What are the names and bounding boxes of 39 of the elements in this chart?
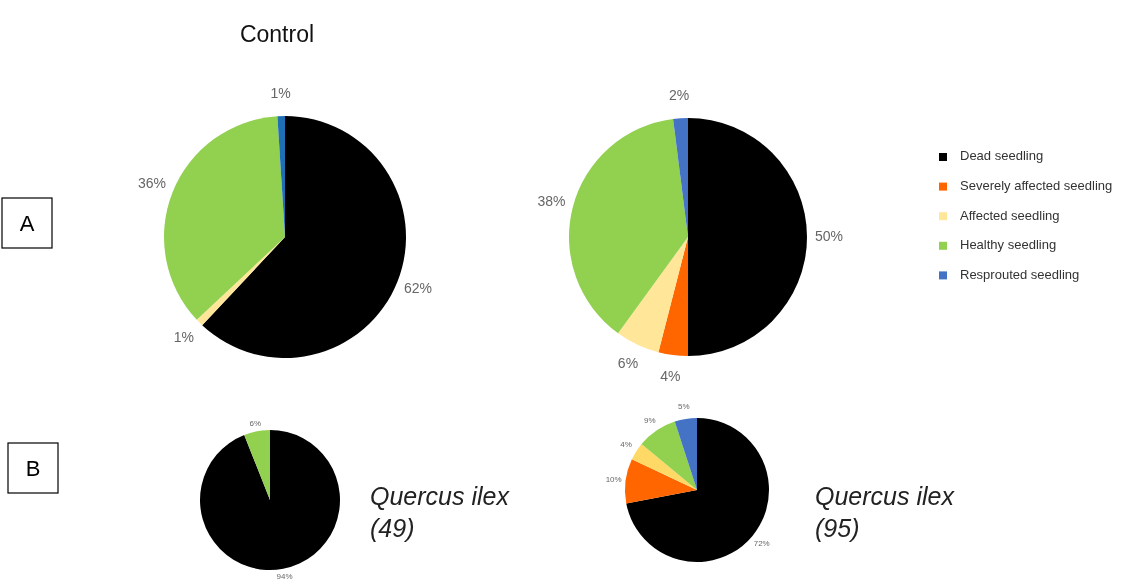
pie-slice [569,118,688,334]
pie-slice [244,430,270,500]
pie-slice [200,430,340,570]
pie-slice [618,237,688,353]
data-label: 4% [620,440,632,450]
data-label: 5% [678,402,690,412]
data-label: 62% [403,280,432,297]
data-label: 10% [605,474,622,484]
data-label: 94% [276,571,293,581]
data-label: 72% [753,538,770,548]
text: Quercus ilex (49) [370,482,511,542]
legend-label: Affected seedling [960,207,1060,223]
data-label: 1% [173,328,194,345]
pie-slice [641,421,697,490]
data-label: 6% [617,355,639,372]
pie-slice [164,116,285,320]
data-label: 9% [644,415,656,425]
legend-label: Dead seedling [960,148,1044,164]
legend-label: Healthy seedling [960,237,1057,253]
data-label: 36% [138,175,167,192]
pie-slice [196,237,285,326]
data-label: 2% [669,86,690,103]
data-label: 50% [814,227,844,244]
pie-slice [625,459,697,504]
legend-label: Severely affected seedling [960,178,1113,194]
pie-slice [631,444,697,490]
data-label: 38% [537,192,566,209]
pie-slice [658,237,688,356]
pie-slice [202,116,406,358]
pie-slice [674,418,697,490]
text: A [19,211,35,236]
pie-slice [688,118,807,356]
data-label: 6% [249,418,262,428]
chart-title: Control [239,21,315,47]
text: Quercus ilex (95) [815,482,956,542]
data-label: 4% [660,367,681,384]
legend-label: Resprouted seedling [960,266,1080,282]
data-label: 1% [270,84,291,101]
text: B [25,456,41,481]
